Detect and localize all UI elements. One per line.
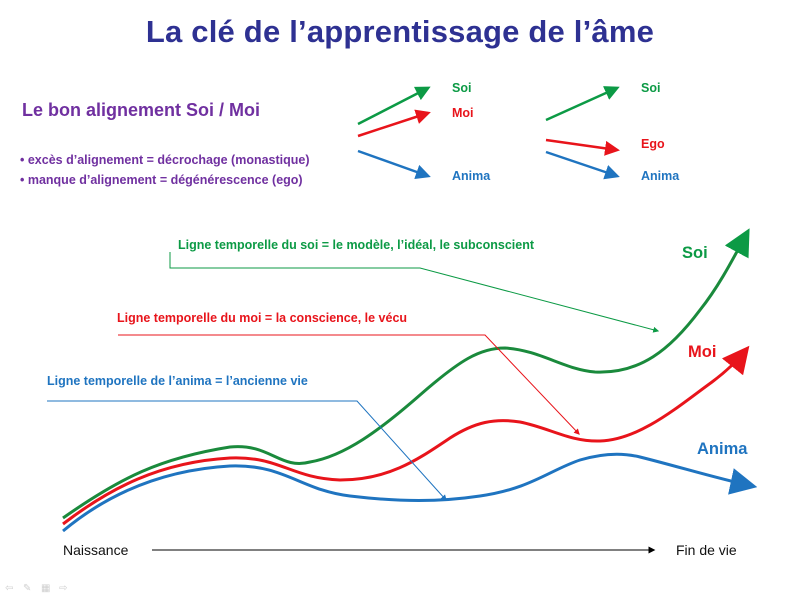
anima-line-annotation: Ligne temporelle de l’anima = l’ancienne… [47, 374, 308, 388]
legend-right-anima-arrow [545, 150, 620, 180]
soi-line-annotation: Ligne temporelle du soi = le modèle, l’i… [178, 238, 534, 252]
section-heading: Le bon alignement Soi / Moi [22, 100, 261, 120]
legend-left-moi-arrow [357, 109, 431, 138]
moi-curve [62, 345, 750, 526]
slide-grid-icon[interactable]: ▦ [41, 583, 51, 594]
pen-icon[interactable]: ✎ [23, 583, 32, 594]
legend-right-soi-label: Soi [641, 81, 661, 95]
anima-curve [62, 452, 758, 533]
legend-left-soi-arrow [357, 86, 431, 126]
legend-right-ego-label: Ego [641, 137, 665, 151]
slide-title: La clé de l’apprentissage de l’âme [145, 14, 655, 49]
soi-curve [62, 228, 750, 520]
moi-line-annotation: Ligne temporelle du moi = la conscience,… [117, 311, 408, 325]
bullet-item: • manque d’alignement = dégénérescence (… [20, 173, 303, 187]
anima-annotation-pointer [47, 400, 447, 501]
axis-start-label: Naissance [63, 542, 129, 558]
legend-right-anima-label: Anima [641, 169, 680, 183]
curve-label-soi: Soi [682, 244, 708, 262]
forward-arrow-icon[interactable]: ⇨ [59, 583, 68, 594]
curve-label-anima: Anima [697, 440, 748, 458]
bullet-item: • excès d’alignement = décrochage (monas… [20, 153, 310, 167]
soi-annotation-pointer [169, 252, 660, 333]
legend-left-anima-label: Anima [452, 169, 491, 183]
legend-left-moi-label: Moi [452, 106, 474, 120]
axis-end-label: Fin de vie [676, 542, 737, 558]
moi-annotation-pointer [118, 334, 580, 435]
legend-left-soi-label: Soi [452, 81, 472, 95]
back-arrow-icon[interactable]: ⇦ [5, 583, 14, 594]
legend-right-soi-arrow [545, 86, 620, 122]
legend-right-ego-arrow [545, 138, 620, 156]
legend-left-anima-arrow [357, 149, 431, 180]
curve-label-moi: Moi [688, 343, 717, 361]
